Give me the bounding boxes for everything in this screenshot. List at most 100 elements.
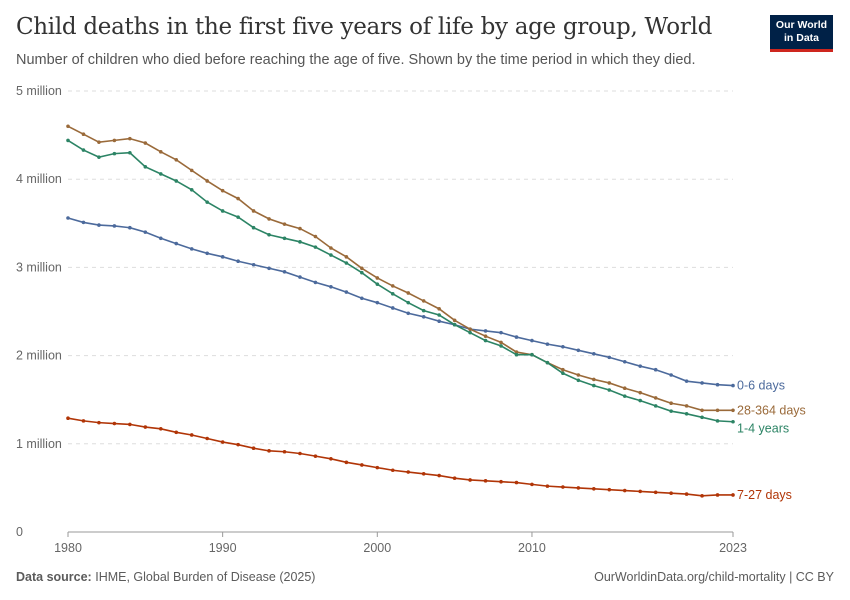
data-point	[329, 253, 333, 257]
data-point	[390, 306, 395, 310]
data-point	[607, 355, 612, 360]
data-point	[607, 388, 612, 392]
data-point	[715, 419, 720, 423]
data-point	[112, 138, 117, 143]
series-line	[67, 125, 733, 412]
data-point	[653, 367, 658, 372]
data-point	[390, 292, 395, 296]
data-point	[112, 151, 117, 156]
data-point	[174, 430, 179, 435]
data-point	[437, 313, 441, 317]
data-point	[344, 290, 349, 294]
y-tick-label: 1 million	[16, 437, 62, 451]
data-point	[329, 285, 333, 289]
data-point	[282, 236, 287, 241]
data-point	[236, 215, 240, 219]
data-point	[406, 311, 411, 316]
data-point	[468, 327, 472, 331]
data-point	[499, 340, 503, 345]
data-point	[236, 442, 240, 447]
data-point	[390, 284, 395, 288]
data-point	[669, 491, 673, 495]
data-point	[220, 209, 225, 213]
data-point	[81, 132, 86, 137]
data-point	[375, 300, 380, 305]
data-source: Data source: IHME, Global Burden of Dise…	[16, 570, 315, 584]
data-point	[174, 179, 179, 183]
data-point	[220, 255, 225, 259]
data-point	[406, 291, 411, 295]
data-point	[81, 220, 86, 225]
data-point	[128, 422, 132, 427]
data-point	[97, 140, 101, 144]
data-point	[483, 334, 488, 338]
data-point	[684, 412, 689, 416]
data-point	[684, 379, 689, 383]
data-point	[143, 141, 148, 145]
chart-title: Child deaths in the first five years of …	[16, 14, 712, 40]
data-point	[174, 157, 179, 162]
data-point	[112, 421, 117, 426]
data-point	[66, 216, 70, 220]
data-point	[576, 348, 581, 353]
series-line	[67, 417, 733, 497]
data-point	[360, 266, 364, 271]
data-point	[174, 241, 179, 246]
data-point	[669, 409, 673, 413]
x-tick-label: 1990	[209, 541, 237, 555]
y-tick-label: 3 million	[16, 260, 62, 274]
data-point	[437, 307, 441, 311]
series-label: 1-4 years	[737, 421, 789, 435]
data-point	[344, 460, 349, 465]
data-point	[561, 344, 565, 349]
owid-logo[interactable]: Our World in Data	[770, 15, 833, 52]
series-label: 28-364 days	[737, 403, 806, 417]
data-point	[592, 383, 596, 388]
data-point	[530, 352, 534, 357]
data-point	[700, 415, 704, 420]
data-point	[622, 488, 627, 493]
data-point	[731, 408, 735, 413]
data-point	[437, 473, 441, 478]
data-point	[189, 168, 194, 173]
x-tick-label: 2000	[363, 541, 391, 555]
data-point	[189, 433, 194, 437]
data-point	[421, 308, 426, 313]
data-point	[158, 236, 163, 241]
x-tick-label: 1980	[54, 541, 82, 555]
data-point	[483, 338, 488, 343]
source-label: Data source:	[16, 570, 92, 584]
source-text[interactable]: IHME, Global Burden of Disease (2025)	[95, 570, 316, 584]
y-tick-label: 4 million	[16, 172, 62, 186]
data-point	[267, 217, 271, 221]
data-point	[282, 270, 287, 274]
data-point	[437, 319, 441, 324]
data-point	[251, 225, 256, 230]
data-point	[468, 478, 472, 482]
data-point	[66, 124, 70, 129]
data-point	[514, 352, 519, 357]
data-point	[452, 318, 457, 323]
data-point	[715, 408, 720, 413]
data-point	[251, 446, 256, 451]
data-point	[561, 371, 565, 376]
data-point	[653, 404, 658, 408]
data-point	[669, 373, 673, 377]
data-point	[267, 449, 271, 453]
data-point	[313, 234, 318, 239]
data-point	[97, 155, 101, 159]
data-point	[700, 381, 704, 385]
data-point	[282, 222, 287, 226]
footer-link[interactable]: OurWorldinData.org/child-mortality | CC …	[594, 570, 834, 584]
data-point	[622, 386, 627, 391]
data-point	[561, 367, 565, 372]
data-point	[313, 245, 318, 249]
data-point	[499, 479, 503, 484]
data-point	[530, 482, 534, 487]
data-point	[189, 247, 194, 251]
data-point	[731, 419, 735, 424]
data-point	[220, 440, 225, 444]
y-tick-label: 0	[16, 525, 23, 539]
data-point	[669, 401, 673, 406]
